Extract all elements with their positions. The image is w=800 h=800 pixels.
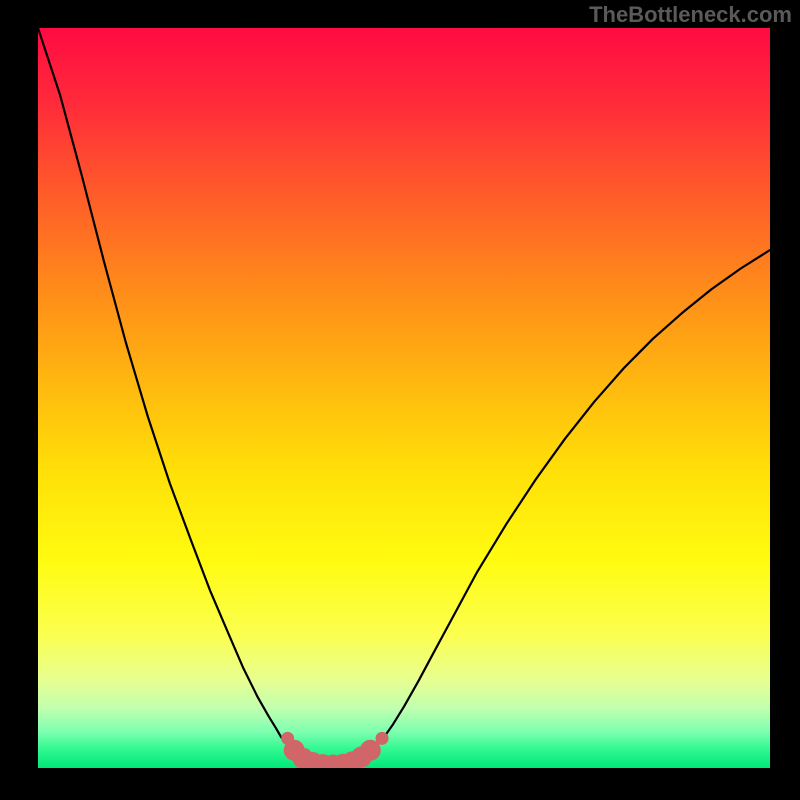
marker-point bbox=[376, 732, 389, 745]
chart-plot-area bbox=[38, 28, 770, 768]
watermark-text: TheBottleneck.com bbox=[589, 2, 792, 28]
bottleneck-curve-chart bbox=[38, 28, 770, 768]
gradient-background bbox=[38, 28, 770, 768]
